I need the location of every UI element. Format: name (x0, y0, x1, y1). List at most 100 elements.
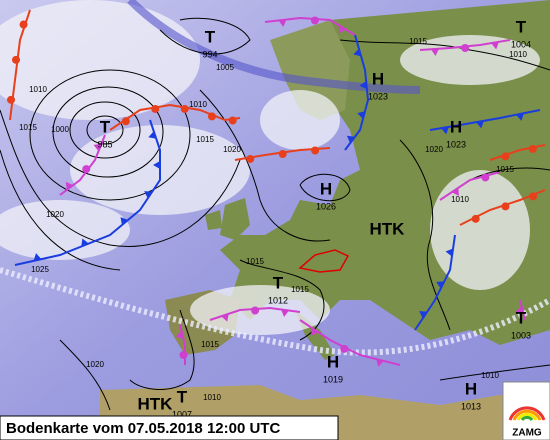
isobar-label: 1010 (189, 100, 207, 109)
front-symbol (246, 154, 255, 163)
front-symbol (491, 41, 499, 50)
isobar-label: 1015 (201, 340, 219, 349)
isobar-label: 1020 (223, 145, 241, 154)
front-symbol (311, 327, 319, 336)
region-label: HTK (370, 219, 406, 238)
front-symbol (93, 143, 102, 152)
front-symbol (278, 19, 287, 27)
front-symbol (310, 16, 319, 25)
isobar-label: 1020 (46, 210, 64, 219)
front-symbol (179, 351, 188, 359)
front-symbol (353, 48, 362, 57)
center-symbol: H (327, 352, 339, 371)
austria-outline (298, 249, 350, 273)
isobar-label: 1025 (31, 265, 49, 274)
isobar-label: 1010 (451, 195, 469, 204)
front-symbol (144, 191, 153, 199)
region-label: HTK (138, 394, 174, 413)
front-symbol (12, 55, 21, 64)
isobar-label: 1005 (216, 63, 234, 72)
center-symbol: H (372, 69, 384, 88)
isobar-label: 1010 (509, 50, 527, 59)
front-symbol (451, 187, 459, 196)
center-symbol: T (100, 117, 111, 136)
front-symbol (436, 281, 445, 289)
center-symbol: T (205, 27, 216, 46)
jet-band (127, 0, 421, 94)
occ-front (439, 171, 501, 201)
isobar-label: 1010 (481, 371, 499, 380)
center-pressure: 1023 (368, 91, 388, 101)
center-symbol: T (516, 308, 527, 327)
isobar-label: 1010 (203, 393, 221, 402)
center-pressure: 1003 (511, 330, 531, 340)
center-pressure: 1012 (268, 295, 288, 305)
front-symbol (120, 217, 129, 226)
isobar-label: 1010 (29, 85, 47, 94)
front-symbol (515, 306, 524, 314)
isobar-label: 1020 (86, 360, 104, 369)
isobars (0, 17, 550, 411)
isobar-label: 1015 (196, 135, 214, 144)
center-pressure: 994 (202, 49, 217, 59)
front-symbol (228, 116, 237, 125)
front-symbol (151, 104, 160, 113)
front-symbol (516, 113, 524, 121)
front-symbol (7, 95, 16, 104)
isobar-label: 1015 (19, 123, 37, 132)
clouds (0, 0, 540, 335)
front-symbol (359, 81, 367, 89)
front-symbol (431, 48, 439, 56)
front-symbol (33, 253, 42, 261)
front-symbol (481, 173, 490, 182)
front-symbol (207, 112, 216, 121)
isobar-label: 1015 (409, 37, 427, 46)
front-symbol (338, 25, 346, 34)
front-symbol (311, 146, 320, 155)
front-symbol (419, 311, 428, 319)
center-pressure: 1026 (316, 201, 336, 211)
front-symbol (175, 331, 184, 339)
front-symbol (281, 309, 289, 317)
front-symbol (441, 126, 449, 135)
center-pressure: 1004 (511, 39, 531, 49)
front-symbol (471, 214, 480, 223)
center-symbol: H (450, 117, 462, 136)
front-symbol (476, 120, 484, 129)
isobar-label: 1015 (496, 165, 514, 174)
isobar-label: 1015 (291, 285, 309, 294)
front-symbol (528, 144, 537, 153)
front-symbol (501, 152, 510, 161)
front-symbol (357, 111, 366, 119)
logo-text: ZAMG (512, 428, 542, 439)
front-symbol (376, 359, 384, 367)
center-symbol: T (516, 17, 527, 36)
front-symbol (501, 202, 510, 211)
front-symbol (121, 117, 130, 126)
front-symbol (65, 181, 74, 190)
front-symbol (153, 161, 160, 169)
front-symbol (278, 149, 287, 158)
center-symbol: T (273, 273, 284, 292)
center-pressure: 1007 (172, 409, 192, 419)
center-symbol: H (465, 379, 477, 398)
center-pressure: 1019 (323, 374, 343, 384)
front-symbol (81, 238, 89, 247)
front-symbol (180, 104, 189, 113)
center-pressure: 1013 (461, 401, 481, 411)
center-symbol: H (320, 179, 332, 198)
front-symbol (346, 135, 355, 144)
front-symbol (445, 248, 454, 257)
region-labels: HTK HTK (138, 219, 406, 413)
isobar-label: 1015 (246, 257, 264, 266)
front-symbol (221, 313, 229, 322)
fronts (7, 9, 546, 367)
center-symbol: T (177, 387, 188, 406)
front-symbol (82, 165, 91, 174)
map-title: Bodenkarte vom 07.05.2018 12:00 UTC (6, 420, 280, 437)
front-symbol (251, 306, 260, 315)
cold-front (14, 119, 161, 266)
front-symbol (340, 344, 349, 353)
front-symbol (148, 131, 157, 139)
